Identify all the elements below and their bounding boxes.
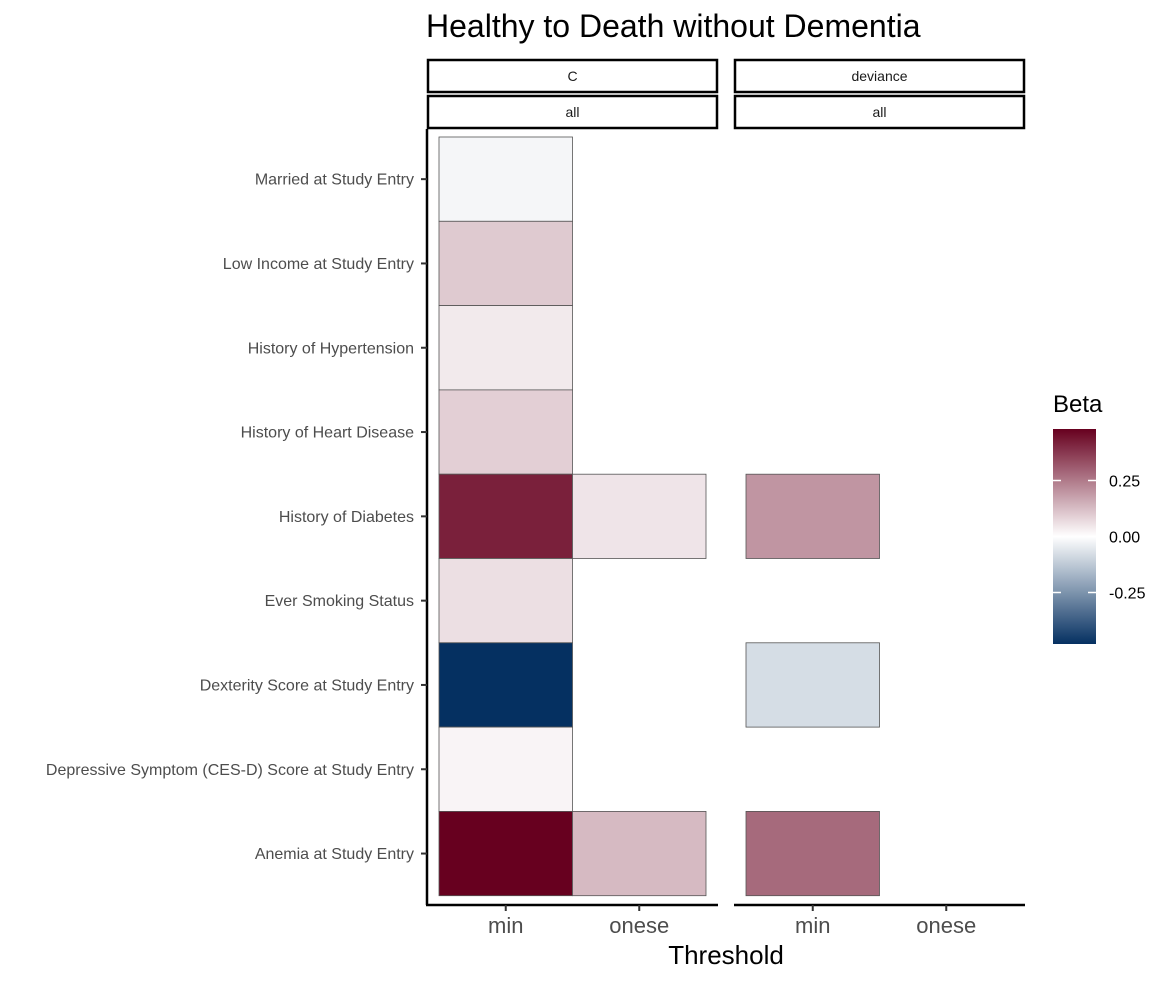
facet-strip [733,94,1026,130]
heatmap-cell [438,642,573,728]
y-tick-label: History of Hypertension [248,340,414,357]
heatmap-cell [745,811,880,897]
y-tick-label: Low Income at Study Entry [223,256,414,273]
y-tick-label: Ever Smoking Status [265,593,414,610]
legend-title: Beta [1053,391,1103,418]
y-tick-label: History of Heart Disease [241,425,414,442]
facet-strip-label: all [565,104,579,120]
x-tick-label: onese [609,913,669,938]
facet-strip-label: deviance [851,68,907,84]
y-tick-label: History of Diabetes [279,509,414,526]
legend-tick-label: 0.25 [1109,474,1140,491]
heatmap-cell [438,389,573,475]
y-axis-labels: Married at Study Entry Low Income at Stud… [46,172,427,863]
legend-tick-label: 0.00 [1109,530,1140,547]
facet-strip [426,94,719,130]
heatmap-cell [745,473,880,559]
facet-strip [733,58,1026,94]
facet-strip [426,58,719,94]
heatmap-cell [572,811,707,897]
y-tick-label: Depressive Symptom (CES-D) Score at Stud… [46,762,414,779]
x-tick-label: onese [916,913,976,938]
x-axis-title: Threshold [668,940,784,970]
heatmap-cell [438,558,573,644]
heatmap-cell [438,473,573,559]
heatmap-cell [438,136,573,222]
heatmap-cell [572,473,707,559]
y-tick-label: Dexterity Score at Study Entry [200,677,414,694]
y-tick-label: Married at Study Entry [255,172,414,189]
heatmap-cell [438,726,573,812]
x-tick-label: min [488,913,523,938]
facet-strip-label: C [567,68,577,84]
legend: Beta 0.25 0.00 -0.25 [1053,391,1146,644]
x-tick-label: min [795,913,830,938]
facet-panel: deviance all min onese [733,58,1026,938]
chart-title: Healthy to Death without Dementia [426,8,921,44]
facet-strip-label: all [872,104,886,120]
heatmap-cell [438,305,573,391]
heatmap-cell [438,811,573,897]
y-tick-label: Anemia at Study Entry [255,846,414,863]
heatmap-cell [438,220,573,307]
legend-tick-label: -0.25 [1109,585,1146,602]
heatmap-cell [745,642,880,728]
